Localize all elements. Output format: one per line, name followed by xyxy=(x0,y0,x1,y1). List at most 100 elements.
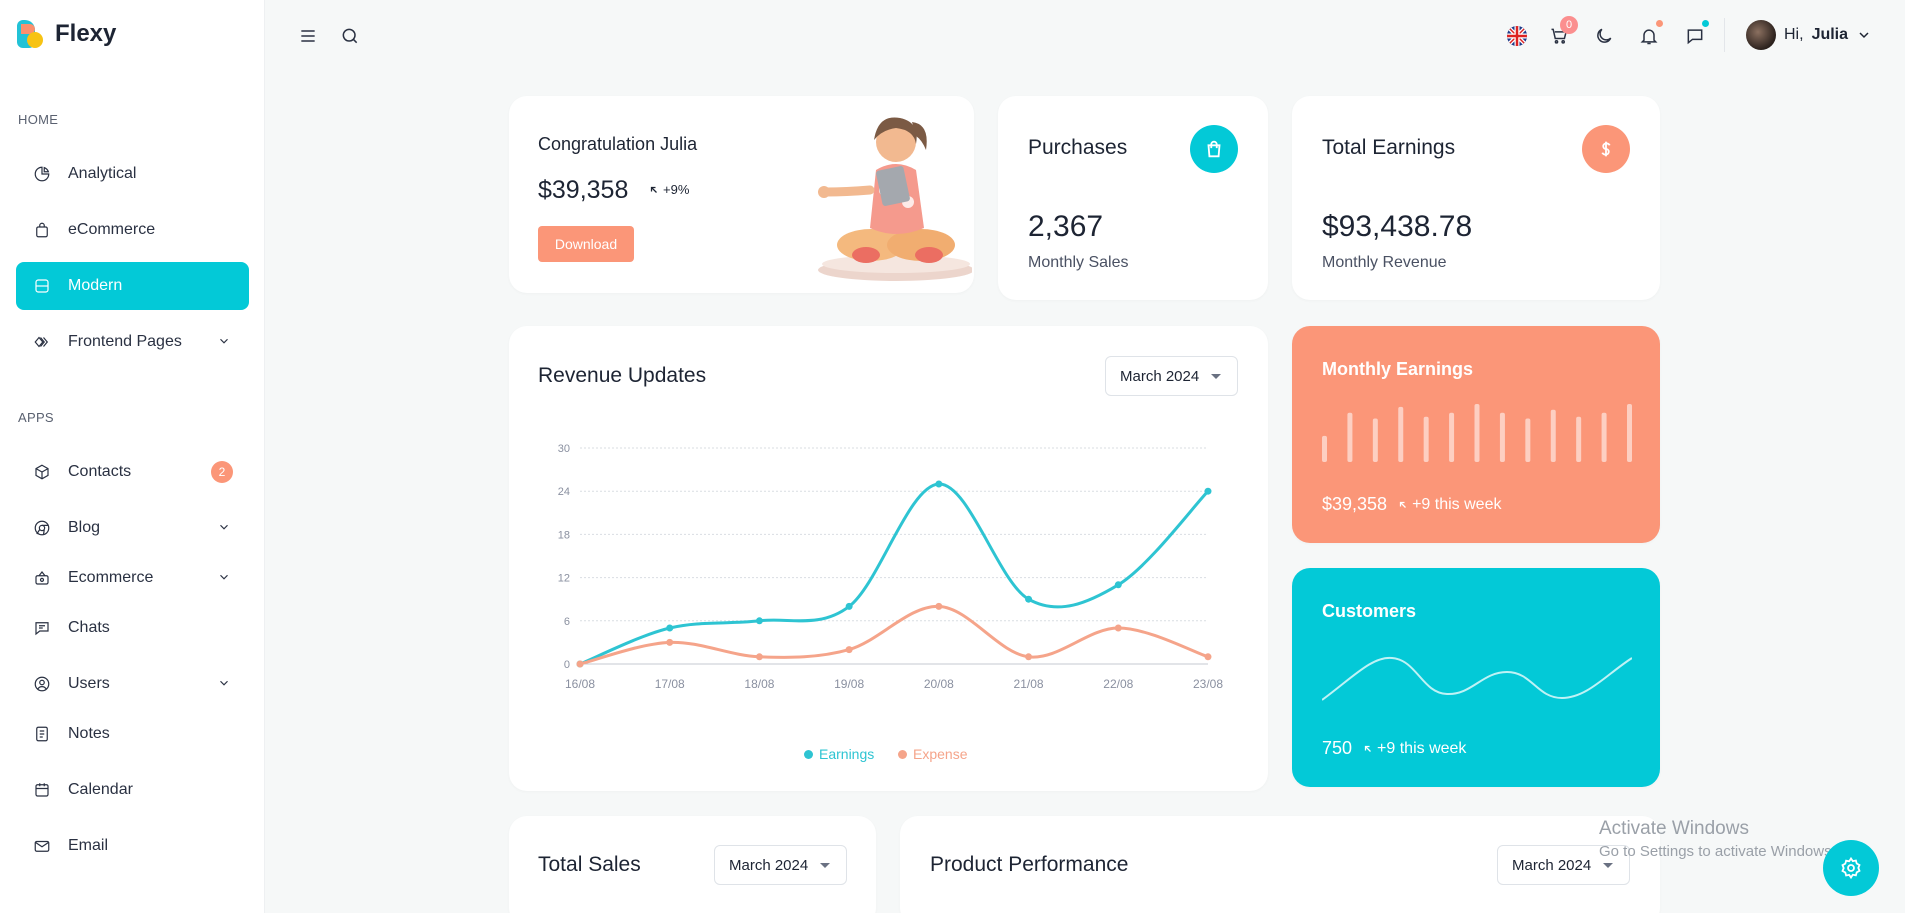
x-tick-label: 21/08 xyxy=(1014,677,1044,691)
windows-watermark-subtitle: Go to Settings to activate Windows. xyxy=(1599,843,1836,860)
user-menu[interactable]: Hi, Julia xyxy=(1746,20,1872,50)
chat-bubble-icon[interactable] xyxy=(1683,24,1707,48)
chevron-down-icon xyxy=(1856,27,1872,43)
y-tick-label: 18 xyxy=(558,529,570,541)
y-tick-label: 12 xyxy=(558,573,570,585)
caret-down-icon xyxy=(820,862,831,868)
customers-title: Customers xyxy=(1322,601,1417,621)
monthly-earnings-bars xyxy=(1322,404,1632,462)
brand-logo[interactable]: Flexy xyxy=(17,18,116,50)
user-name: Julia xyxy=(1811,26,1849,43)
x-tick-label: 20/08 xyxy=(924,677,954,691)
bell-icon[interactable] xyxy=(1637,24,1661,48)
data-point-expense xyxy=(666,638,674,646)
customers-sparkline xyxy=(1322,656,1632,701)
section-label-apps: APPS xyxy=(18,410,54,425)
sidebar-item-label: Calendar xyxy=(68,781,133,798)
welcome-change: +9% xyxy=(648,182,689,197)
sidebar-item-contacts[interactable]: Contacts 2 xyxy=(16,448,249,496)
gear-icon xyxy=(1839,856,1863,880)
flexy-logo-icon xyxy=(17,18,45,50)
sidebar-item-email[interactable]: Email xyxy=(16,822,249,870)
data-point-expense xyxy=(1114,624,1122,632)
arrow-up-left-icon xyxy=(648,184,660,196)
data-point-earnings xyxy=(935,480,943,488)
arrow-up-left-icon xyxy=(1362,743,1374,755)
sidebar-item-label: Blog xyxy=(68,519,101,536)
settings-fab-button[interactable] xyxy=(1823,840,1879,896)
basket-icon xyxy=(32,568,52,588)
sidebar-item-chats[interactable]: Chats xyxy=(16,604,249,652)
y-tick-label: 6 xyxy=(564,616,570,628)
sidebar-item-calendar[interactable]: Calendar xyxy=(16,766,249,814)
series-line-earnings xyxy=(579,482,1210,666)
sidebar-item-modern[interactable]: Modern xyxy=(16,262,249,310)
product-performance-title: Product Performance xyxy=(930,853,1129,876)
legend-expense[interactable]: Expense xyxy=(898,746,967,762)
data-point-earnings xyxy=(755,617,763,625)
data-point-expense xyxy=(845,646,853,654)
earnings-bar xyxy=(1449,412,1455,462)
customers-card xyxy=(1292,568,1660,787)
revenue-line-chart: 0 6 12 18 24 30 16/08 17/08 18/08 19/08 20/08 21/08… xyxy=(558,443,1224,691)
earnings-bar xyxy=(1398,406,1404,462)
sidebar-item-ecommerce-app[interactable]: Ecommerce xyxy=(16,554,249,602)
earnings-title: Total Earnings xyxy=(1322,136,1456,159)
sidebar-item-analytical[interactable]: Analytical xyxy=(16,150,249,198)
sidebar-item-notes[interactable]: Notes xyxy=(16,710,249,758)
sidebar-item-frontend-pages[interactable]: Frontend Pages xyxy=(16,318,249,366)
sidebar-item-label: Frontend Pages xyxy=(68,333,182,350)
welcome-title: Congratulation Julia xyxy=(538,134,698,154)
moon-icon[interactable] xyxy=(1592,24,1616,48)
sidebar-item-ecommerce[interactable]: eCommerce xyxy=(16,206,249,254)
brand-name: Flexy xyxy=(55,20,117,47)
sidebar-item-label: Modern xyxy=(68,277,123,294)
message-icon xyxy=(32,618,52,638)
product-performance-period-select[interactable]: March 2024 xyxy=(1497,845,1630,885)
data-point-expense xyxy=(576,660,584,668)
total-sales-period-select[interactable]: March 2024 xyxy=(714,845,847,885)
data-point-earnings xyxy=(845,602,853,610)
earnings-bar xyxy=(1322,435,1327,462)
windows-watermark-title: Activate Windows xyxy=(1599,818,1749,839)
revenue-title: Revenue Updates xyxy=(538,364,707,387)
menu-icon[interactable] xyxy=(296,24,320,48)
download-button[interactable]: Download xyxy=(538,226,634,262)
sidebar-item-blog[interactable]: Blog xyxy=(16,504,249,552)
earnings-bar xyxy=(1576,416,1582,462)
earnings-bar xyxy=(1627,404,1632,462)
chevron-down-icon xyxy=(217,334,231,348)
x-tick-label: 17/08 xyxy=(655,677,685,691)
earnings-bar xyxy=(1550,409,1556,462)
arrow-up-left-icon xyxy=(1397,499,1409,511)
revenue-period-select[interactable]: March 2024 xyxy=(1105,356,1238,396)
sidebar-item-users[interactable]: Users xyxy=(16,660,249,708)
y-tick-label: 0 xyxy=(564,659,570,671)
caret-down-icon xyxy=(1211,373,1222,379)
purchases-title: Purchases xyxy=(1028,136,1128,159)
earnings-bar xyxy=(1423,416,1429,462)
legend-earnings[interactable]: Earnings xyxy=(804,746,874,762)
purchases-label: Monthly Sales xyxy=(1028,254,1129,271)
data-point-earnings xyxy=(666,624,674,632)
total-sales-title: Total Sales xyxy=(538,853,641,876)
sidebar-item-label: Analytical xyxy=(68,165,137,182)
notes-icon xyxy=(32,724,52,744)
chevron-down-icon xyxy=(217,570,231,584)
avatar xyxy=(1746,20,1776,50)
greeting: Hi, xyxy=(1784,26,1804,43)
contacts-badge: 2 xyxy=(211,461,233,483)
uk-flag-icon[interactable] xyxy=(1507,26,1527,46)
search-icon[interactable] xyxy=(338,24,362,48)
data-point-expense xyxy=(1025,653,1033,661)
monthly-earnings-footer: $39,358 +9 this week xyxy=(1322,494,1501,515)
earnings-bar xyxy=(1347,412,1353,462)
x-tick-label: 22/08 xyxy=(1103,677,1133,691)
server-icon xyxy=(32,276,52,296)
monthly-earnings-amount: $39,358 xyxy=(1322,494,1388,514)
sidebar-item-label: eCommerce xyxy=(68,221,156,238)
data-point-expense xyxy=(1204,653,1212,661)
x-tick-label: 19/08 xyxy=(834,677,864,691)
monthly-earnings-change: +9 this week xyxy=(1397,496,1501,514)
sidebar-item-label: Notes xyxy=(68,725,110,742)
